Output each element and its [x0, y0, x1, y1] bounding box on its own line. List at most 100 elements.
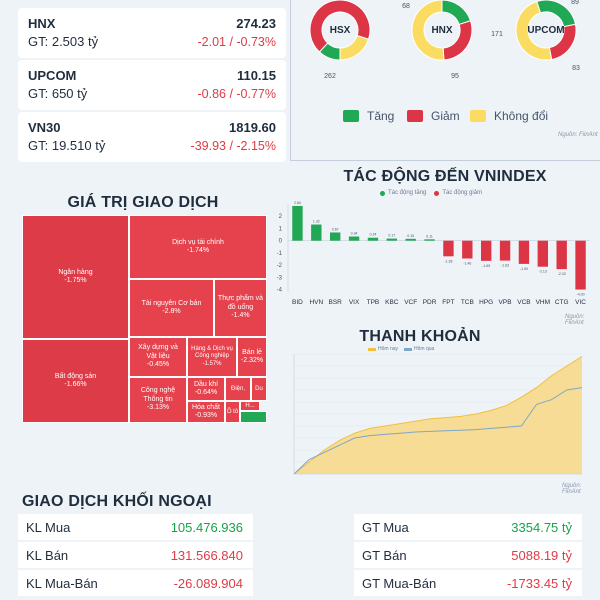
impact-value-label: -1.65: [482, 264, 490, 268]
treemap-cell: Bất động sản -1.66%: [22, 339, 129, 423]
liquidity-legend-b-label: Hôm qua: [414, 346, 435, 352]
foreign-label: GT Bán: [362, 547, 407, 563]
donut-center-label: HNX: [431, 25, 452, 36]
impact-value-label: -1.46: [463, 262, 471, 266]
foreign-row-left: KL Bán 131.566.840: [18, 542, 253, 568]
value-treemap: Ngân hàng -1.75% Dịch vụ tài chính -1.74% …: [22, 215, 267, 423]
donut-center-label: HSX: [330, 25, 351, 36]
impact-category-label: BSR: [329, 299, 343, 306]
treemap-cell: Tài nguyên Cơ bản -2.8%: [129, 279, 214, 337]
impact-category-label: BID: [292, 299, 303, 306]
treemap-cell-green: [240, 411, 267, 423]
breadth-donuts: HSX HNX UPCOM 262 68 171 95 89 83: [309, 0, 580, 80]
impact-bar: [367, 237, 379, 241]
impact-category-label: TCB: [461, 299, 474, 306]
index-change: -2.01 / -0.73%: [197, 35, 276, 49]
liquidity-area-today: [294, 356, 582, 474]
donut-flat-slice: [515, 0, 553, 61]
liquidity-area-chart: [293, 353, 583, 475]
donut-up-slice: [441, 0, 472, 26]
donut-flat-slice: [339, 34, 370, 61]
donut-count-label: 95: [451, 73, 459, 80]
impact-bar: [443, 240, 454, 257]
impact-category-label: VCB: [517, 299, 530, 306]
legend-flat-swatch: [470, 110, 486, 122]
impact-bar: [537, 240, 549, 267]
impact-category-label: VIC: [575, 299, 586, 306]
donut-count-label: 262: [324, 73, 336, 80]
impact-bar: [462, 240, 473, 259]
donut-down-slice: [309, 0, 371, 53]
donut-count-label: 171: [491, 31, 503, 38]
impact-category-label: VHM: [536, 299, 550, 306]
impact-bar: [518, 240, 530, 264]
legend-flat-label: Không đổi: [494, 109, 549, 123]
liquidity-legend-b-swatch: [404, 347, 413, 351]
index-gt: GT: 19.510 tỷ: [28, 138, 106, 153]
legend-flat: Không đổi: [470, 109, 548, 123]
treemap-cell: Điện,: [225, 377, 251, 401]
donut-up-slice: [536, 0, 577, 28]
treemap-cell: Bán lẻ -2.32%: [237, 337, 267, 377]
treemap-cell: H...: [240, 401, 260, 411]
impact-ytick-label: -2: [277, 263, 283, 269]
impact-bar: [386, 238, 398, 241]
foreign-value: 105.476.936: [170, 519, 243, 535]
liquidity-title: THANH KHOẢN: [359, 328, 481, 345]
impact-bar: [329, 232, 341, 241]
impact-value-label: 0.15: [407, 234, 414, 238]
impact-value-label: -2.13: [539, 270, 547, 274]
donut-count-label: 68: [402, 3, 410, 10]
impact-category-label: VPB: [499, 299, 512, 306]
donut-flat-slice: [411, 0, 445, 61]
foreign-row-right: GT Bán 5088.19 tỷ: [354, 542, 582, 568]
foreign-label: GT Mua-Bán: [362, 575, 437, 591]
index-name: HNX: [28, 16, 56, 31]
impact-legend-up-dot: [380, 190, 385, 196]
donut-count-label: 83: [572, 65, 580, 72]
treemap-cell: Dịch vụ tài chính -1.74%: [129, 215, 267, 279]
impact-value-label: -1.90: [520, 267, 528, 271]
liquidity-legend-a-swatch: [368, 347, 376, 351]
impact-bar: [575, 240, 586, 290]
index-card-hnx: HNX 274.23 GT: 2.503 tỷ -2.01 / -0.73%: [18, 8, 286, 58]
source-note: Nguồn: FiinAnt: [558, 132, 598, 138]
legend-up-swatch: [343, 110, 359, 122]
impact-ytick-label: -4: [277, 288, 283, 294]
impact-bar: [292, 205, 303, 241]
impact-value-label: -1.28: [444, 259, 452, 263]
legend-down-swatch: [407, 110, 423, 122]
index-value: 110.15: [236, 68, 276, 83]
impact-category-label: HVN: [309, 299, 323, 306]
foreign-value: 3354.75 tỷ: [511, 519, 572, 535]
legend-down: Giảm: [407, 109, 460, 123]
impact-title: TÁC ĐỘNG ĐẾN VNINDEX: [343, 168, 547, 185]
impact-category-label: TPB: [367, 299, 380, 306]
impact-category-label: FPT: [442, 299, 454, 306]
impact-value-label: 0.24: [370, 233, 377, 237]
index-card-upcom: UPCOM 110.15 GT: 650 tỷ -0.86 / -0.77%: [18, 60, 286, 110]
index-card-vn30: VN30 1819.60 GT: 19.510 tỷ -39.93 / -2.15%: [18, 112, 286, 162]
foreign-label: GT Mua: [362, 519, 409, 535]
treemap-cell: Dầu khí -0.64%: [187, 377, 225, 401]
foreign-value: -1733.45 tỷ: [506, 575, 572, 591]
index-value: 1819.60: [229, 120, 276, 135]
liquidity-source: Nguồn: FiinAnt: [562, 483, 582, 495]
impact-ytick-label: 0: [279, 239, 283, 245]
impact-value-label: 2.84: [294, 201, 301, 205]
top-horizontal-divider: [290, 160, 600, 161]
legend-up-label: Tăng: [367, 109, 395, 123]
impact-value-label: -4.00: [577, 293, 585, 297]
donut-center-label: UPCOM: [527, 25, 564, 36]
impact-bar: [311, 224, 322, 241]
impact-value-label: -2.33: [558, 272, 566, 276]
index-name: VN30: [28, 120, 61, 135]
impact-value-label: 0.11: [426, 234, 433, 238]
foreign-value: 131.566.840: [170, 547, 243, 563]
foreign-row-left: KL Mua 105.476.936: [18, 514, 253, 540]
impact-bar-chart: 2 1 0 -1 -2 -3 -4 2.84 BID 1.32 HVN 0.67 BSR 0.34 VIX 0…: [277, 201, 590, 306]
impact-legend-down-label: Tác động giảm: [442, 190, 483, 196]
impact-bar: [424, 239, 435, 241]
foreign-label: KL Bán: [26, 547, 69, 563]
donut-count-label: 89: [571, 0, 579, 6]
